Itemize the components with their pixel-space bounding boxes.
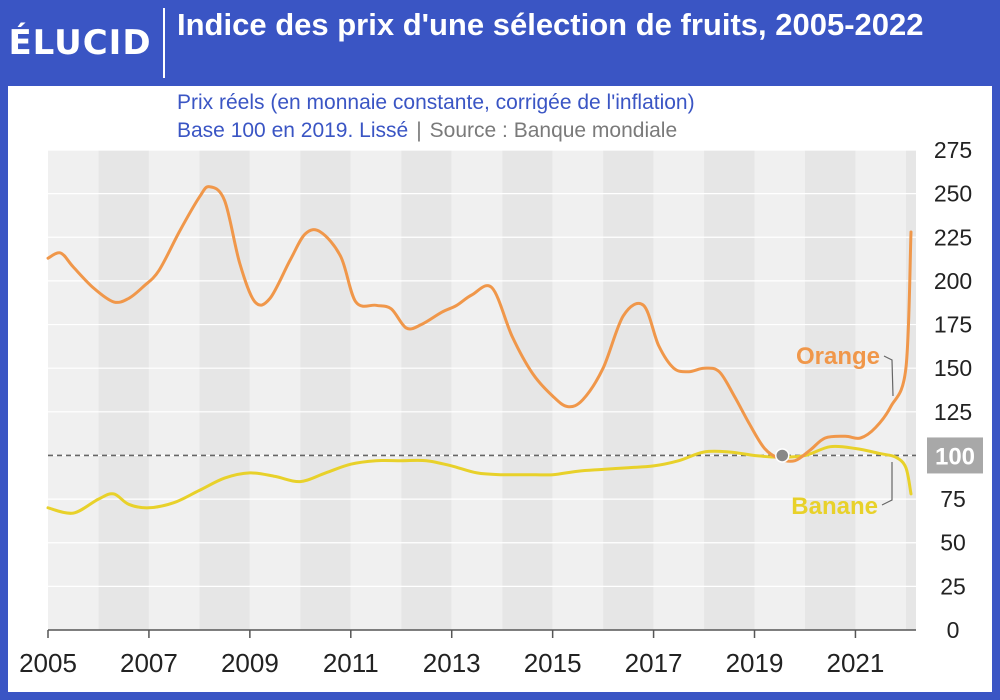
year-band [98, 150, 149, 630]
year-band [855, 150, 906, 630]
x-tick-label: 2019 [726, 648, 784, 678]
header-divider [163, 8, 165, 78]
y-tick-label: 0 [947, 617, 960, 643]
base-year-marker [775, 448, 790, 463]
chart-title: Indice des prix d'une sélection de fruit… [177, 7, 924, 42]
x-tick-label: 2007 [120, 648, 178, 678]
y-tick-label: 125 [934, 399, 972, 425]
year-band [603, 150, 654, 630]
leader-line-banane [881, 462, 893, 506]
year-band [249, 150, 301, 630]
source-note: Source : Banque mondiale [429, 119, 678, 142]
y-tick-label: 225 [934, 224, 972, 250]
year-band [148, 150, 200, 630]
legend-label-banane: Banane [791, 493, 878, 520]
right-frame [992, 86, 1000, 700]
series-line-orange [46, 185, 913, 463]
base-note: Base 100 en 2019. Lissé [177, 119, 409, 142]
chart-subtitle-2: Base 100 en 2019. Lissé | Source : Banque … [177, 117, 677, 144]
y-tick-label: 50 [940, 530, 966, 556]
year-band [451, 150, 503, 630]
year-band [401, 150, 452, 630]
footer-arrow-icon [960, 680, 985, 692]
y-tick-label: 275 [934, 137, 972, 163]
x-tick-label: 2017 [625, 648, 683, 678]
bottom-frame [0, 692, 1000, 700]
reference-label: 100 [935, 443, 975, 470]
year-band [754, 150, 805, 630]
year-band [300, 150, 351, 630]
y-tick-label: 75 [940, 486, 966, 512]
reference-label-box [927, 437, 983, 474]
x-tick-label: 2005 [19, 648, 77, 678]
y-tick-label: 200 [934, 268, 972, 294]
leader-line-orange [883, 355, 894, 397]
year-band [350, 150, 402, 630]
y-tick-label: 25 [940, 573, 966, 599]
year-band [502, 150, 553, 630]
year-band [804, 150, 856, 630]
subtitle-separator: | [416, 119, 422, 142]
year-band [905, 150, 916, 630]
year-band [653, 150, 705, 630]
chart-subtitle: Prix réels (en monnaie constante, corrig… [177, 91, 695, 114]
x-tick-label: 2011 [323, 648, 379, 678]
legend-label-orange: Orange [796, 343, 880, 370]
y-tick-label: 175 [934, 312, 972, 338]
elucid-logo: ÉLUCID [8, 23, 152, 63]
header-bar: ÉLUCID Indice des prix d'une sélection d… [0, 0, 1000, 86]
left-frame [0, 86, 8, 700]
year-band [48, 150, 99, 630]
x-tick-label: 2021 [827, 648, 885, 678]
x-tick-label: 2009 [221, 648, 279, 678]
year-band [199, 150, 250, 630]
x-tick-label: 2015 [524, 648, 582, 678]
y-tick-label: 150 [934, 355, 972, 381]
year-band [552, 150, 604, 630]
x-tick-label: 2013 [423, 648, 481, 678]
footer-url: www.elucid.media [881, 680, 962, 691]
y-tick-label: 250 [934, 181, 972, 207]
